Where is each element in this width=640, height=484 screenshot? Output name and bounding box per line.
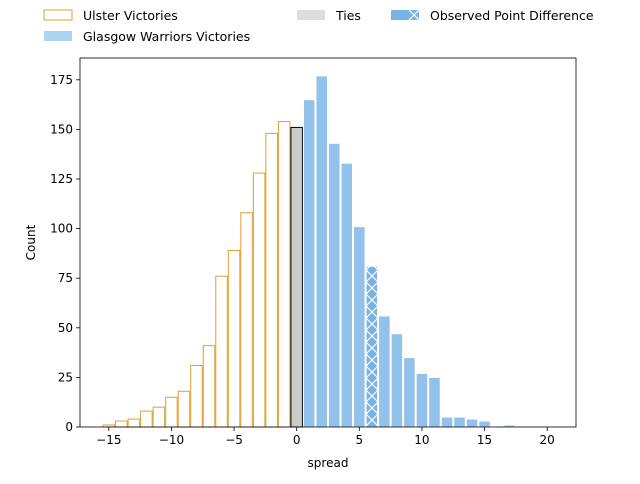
bar-glasgow-3	[328, 142, 341, 428]
bar-glasgow-2	[315, 75, 329, 428]
y-tick-label: 25	[58, 370, 73, 384]
legend-swatch-observed-hatch	[408, 9, 420, 21]
bars-group	[102, 75, 516, 428]
x-tick-label: 10	[414, 433, 429, 447]
y-tick-label: 175	[50, 73, 73, 87]
y-axis-label: Count	[24, 224, 38, 260]
legend: Ulster Victories Glasgow Warriors Victori…	[43, 8, 594, 44]
legend-swatch-glasgow	[44, 31, 72, 41]
legend-swatch-ulster	[43, 9, 73, 21]
legend-swatch-observed	[391, 10, 419, 20]
bar-glasgow-15	[478, 420, 491, 428]
bar-glasgow-8	[390, 333, 404, 428]
x-tick-label: −5	[225, 433, 243, 447]
x-tick-label: 0	[293, 433, 301, 447]
x-tick-label: 20	[540, 433, 555, 447]
bar-glasgow-12	[440, 416, 454, 428]
bar-glasgow-1	[302, 99, 316, 428]
legend-label-observed: Observed Point Difference	[430, 8, 594, 23]
bar-glasgow-14	[465, 418, 479, 428]
bar-glasgow-7	[378, 315, 391, 428]
bar-glasgow-10	[415, 372, 429, 428]
bar-tie-0	[290, 126, 303, 428]
axes-frame	[79, 57, 577, 428]
bar-observed-hatch	[366, 266, 378, 427]
x-tick-label: 15	[477, 433, 492, 447]
legend-label-ulster: Ulster Victories	[83, 8, 178, 23]
x-tick-label: −15	[96, 433, 121, 447]
x-axis-label: spread	[308, 456, 349, 470]
bar-glasgow-11	[428, 376, 441, 428]
y-tick-label: 0	[65, 420, 73, 434]
y-tick-label: 125	[50, 172, 73, 186]
bar-glasgow-5	[353, 226, 366, 428]
y-tick-label: 75	[58, 271, 73, 285]
x-tick-label: −10	[159, 433, 184, 447]
axes-group: −15 −10 −5 0 5 10 15 20 0 25 50 75 100 125 150 175 sprea…	[24, 57, 577, 470]
y-tick-label: 150	[50, 122, 73, 136]
x-tick-label: 5	[355, 433, 363, 447]
legend-label-tie: Ties	[335, 8, 361, 23]
bar-glasgow-4	[340, 162, 354, 428]
legend-label-glasgow: Glasgow Warriors Victories	[83, 29, 250, 44]
legend-swatch-tie	[297, 10, 325, 20]
y-tick-label: 50	[58, 321, 73, 335]
y-tick-label: 100	[50, 222, 73, 236]
bar-glasgow-9	[403, 357, 416, 428]
bar-glasgow-13	[453, 416, 466, 428]
